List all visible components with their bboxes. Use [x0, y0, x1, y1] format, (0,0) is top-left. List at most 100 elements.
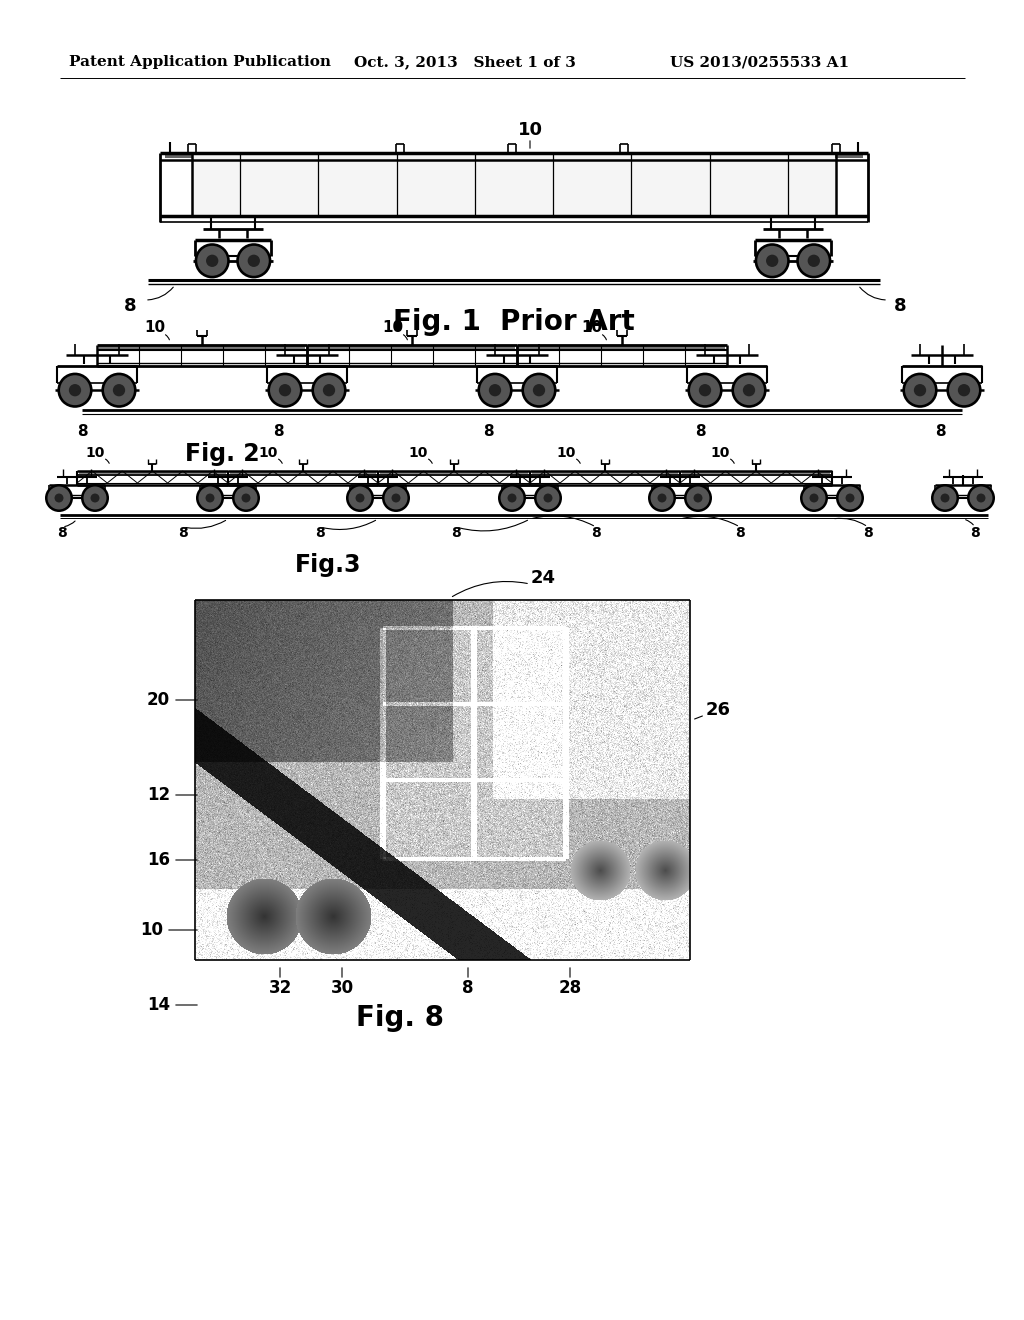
Circle shape	[314, 375, 344, 405]
Circle shape	[766, 255, 778, 267]
Circle shape	[524, 375, 554, 405]
Text: 8: 8	[591, 525, 601, 540]
Circle shape	[755, 243, 790, 279]
Circle shape	[346, 484, 374, 512]
Bar	[79, 473, 226, 474]
Circle shape	[54, 494, 63, 503]
Circle shape	[797, 243, 831, 279]
Text: 32: 32	[268, 979, 292, 997]
Bar	[165, 154, 863, 158]
Circle shape	[90, 494, 99, 503]
Circle shape	[532, 384, 545, 396]
Text: 8: 8	[935, 425, 945, 440]
Circle shape	[690, 375, 720, 405]
Text: 8: 8	[272, 425, 284, 440]
Circle shape	[742, 384, 755, 396]
Bar	[99, 346, 305, 348]
Circle shape	[311, 372, 346, 408]
Text: 8: 8	[863, 525, 872, 540]
Circle shape	[934, 487, 956, 510]
Circle shape	[946, 372, 982, 408]
Circle shape	[477, 372, 513, 408]
Text: Fig. 8: Fig. 8	[356, 1005, 444, 1032]
Circle shape	[501, 487, 523, 510]
Circle shape	[731, 372, 767, 408]
Circle shape	[84, 487, 106, 510]
Circle shape	[234, 487, 257, 510]
Bar	[309, 346, 515, 348]
Circle shape	[206, 255, 218, 267]
Circle shape	[902, 372, 938, 408]
Text: 8: 8	[462, 979, 474, 997]
Circle shape	[687, 372, 723, 408]
Circle shape	[686, 487, 710, 510]
Text: 10: 10	[582, 319, 602, 335]
Text: 10: 10	[258, 446, 278, 459]
Circle shape	[757, 246, 787, 276]
Circle shape	[270, 375, 300, 405]
Circle shape	[967, 484, 995, 512]
Text: 24: 24	[530, 569, 555, 587]
Circle shape	[734, 375, 764, 405]
Circle shape	[355, 494, 365, 503]
Text: US 2013/0255533 A1: US 2013/0255533 A1	[671, 55, 850, 69]
Circle shape	[81, 484, 109, 512]
Circle shape	[60, 375, 90, 405]
Text: 8: 8	[970, 525, 980, 540]
Bar	[532, 473, 678, 474]
Circle shape	[382, 484, 410, 512]
Circle shape	[905, 375, 935, 405]
Circle shape	[57, 372, 92, 408]
Text: Fig. 1  Prior Art: Fig. 1 Prior Art	[393, 308, 635, 337]
Circle shape	[385, 487, 408, 510]
Circle shape	[808, 255, 820, 267]
Circle shape	[949, 375, 979, 405]
Circle shape	[237, 243, 271, 279]
Circle shape	[113, 384, 125, 396]
Circle shape	[650, 487, 674, 510]
Text: 10: 10	[85, 446, 104, 459]
Text: 10: 10	[711, 446, 730, 459]
Text: 10: 10	[517, 121, 543, 139]
Text: 10: 10	[409, 446, 428, 459]
Text: 30: 30	[331, 979, 353, 997]
Circle shape	[196, 484, 224, 512]
Text: 8: 8	[77, 425, 87, 440]
Circle shape	[391, 494, 400, 503]
Circle shape	[279, 384, 291, 396]
Circle shape	[101, 372, 136, 408]
Circle shape	[323, 384, 335, 396]
Circle shape	[977, 494, 985, 503]
Text: 28: 28	[558, 979, 582, 997]
Text: 8: 8	[694, 425, 706, 440]
Text: 12: 12	[146, 785, 170, 804]
Circle shape	[931, 484, 959, 512]
Bar	[682, 473, 830, 474]
Circle shape	[957, 384, 970, 396]
Text: 8: 8	[452, 525, 461, 540]
Text: 10: 10	[140, 921, 163, 939]
Circle shape	[693, 494, 702, 503]
Text: 26: 26	[706, 701, 730, 719]
Circle shape	[657, 494, 667, 503]
Bar	[230, 473, 376, 474]
Circle shape	[267, 372, 303, 408]
Circle shape	[544, 494, 553, 503]
Circle shape	[242, 494, 251, 503]
Circle shape	[498, 484, 526, 512]
Circle shape	[47, 487, 71, 510]
Circle shape	[521, 372, 557, 408]
Circle shape	[648, 484, 676, 512]
Text: 8: 8	[482, 425, 494, 440]
Text: Patent Application Publication: Patent Application Publication	[69, 55, 331, 69]
Circle shape	[800, 484, 828, 512]
Text: 8: 8	[735, 525, 744, 540]
Text: 8: 8	[315, 525, 325, 540]
Text: 8: 8	[124, 297, 136, 315]
Circle shape	[970, 487, 992, 510]
Bar	[193, 154, 835, 216]
Text: 14: 14	[146, 997, 170, 1014]
Circle shape	[803, 487, 825, 510]
Circle shape	[199, 487, 221, 510]
Text: 10: 10	[382, 319, 403, 335]
